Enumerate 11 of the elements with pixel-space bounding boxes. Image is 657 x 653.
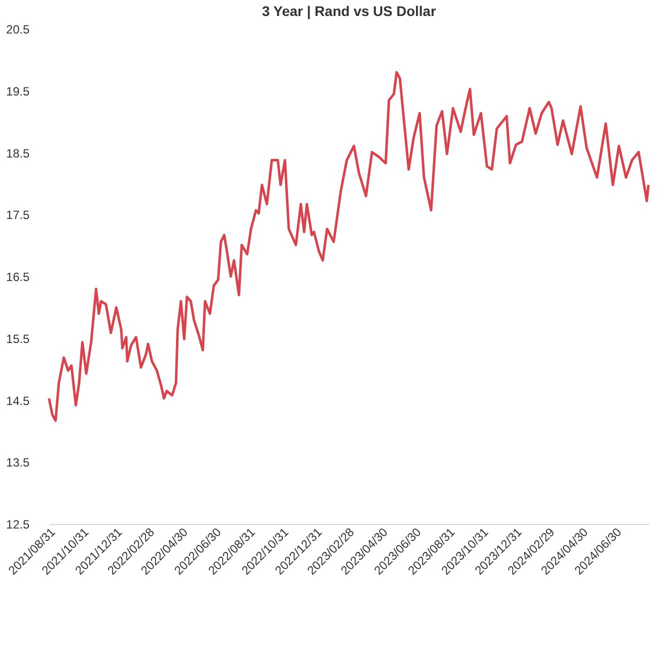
y-tick-label: 16.5 bbox=[6, 270, 30, 284]
y-tick-label: 13.5 bbox=[6, 456, 30, 470]
y-tick-label: 20.5 bbox=[6, 22, 30, 36]
line-series bbox=[48, 71, 650, 422]
y-tick-label: 14.5 bbox=[6, 394, 30, 408]
y-tick-label: 12.5 bbox=[6, 518, 30, 532]
y-tick-label: 19.5 bbox=[6, 84, 30, 98]
y-tick-label: 17.5 bbox=[6, 208, 30, 222]
chart-title: 3 Year | Rand vs US Dollar bbox=[262, 3, 437, 20]
y-tick-label: 18.5 bbox=[6, 146, 30, 160]
y-tick-label: 15.5 bbox=[6, 332, 30, 346]
